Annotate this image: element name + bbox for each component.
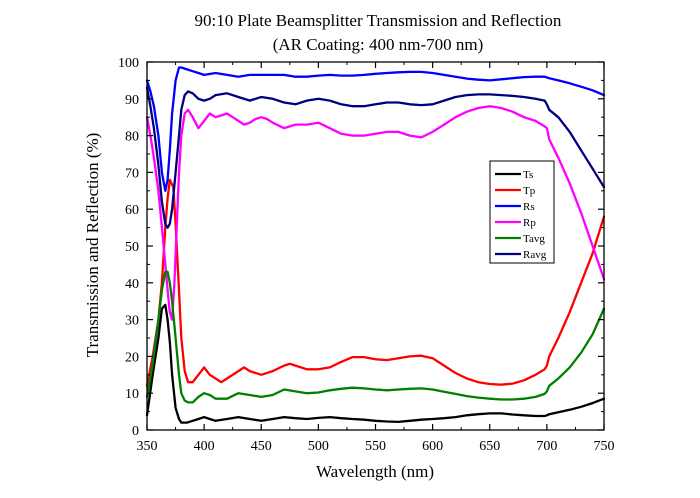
series-line-tp [145,178,606,387]
y-tick-label: 30 [125,314,139,329]
y-tick-label: 10 [125,387,139,402]
y-axis: 0 10 20 30 40 50 60 70 80 90 100 [118,56,604,439]
x-axis-label: Wavelength (nm) [316,462,434,481]
legend: Ts Tp Rs Rp Tavg Ravg [489,160,555,264]
series-line-ravg [145,86,606,229]
x-tick-label: 350 [137,439,158,454]
chart-subtitle: (AR Coating: 400 nm-700 nm) [273,35,484,54]
x-tick-label: 550 [365,439,386,454]
legend-label-tp: Tp [523,185,536,197]
x-tick-label: 750 [594,439,615,454]
y-tick-label: 60 [125,203,139,218]
x-axis: 350 400 450 500 550 600 650 700 750 [137,62,615,454]
legend-label-ts: Ts [523,169,533,181]
x-tick-label: 600 [422,439,443,454]
x-tick-label: 400 [194,439,215,454]
legend-label-ravg: Ravg [523,249,547,261]
y-tick-label: 80 [125,130,139,145]
x-tick-label: 650 [479,439,500,454]
legend-label-rp: Rp [523,217,536,229]
x-tick-label: 450 [251,439,272,454]
y-tick-label: 20 [125,350,139,365]
chart-title: 90:10 Plate Beamsplitter Transmission an… [195,11,562,30]
series-line-ts [145,303,606,424]
y-tick-label: 70 [125,166,139,181]
series-line-rp [145,105,606,321]
y-axis-label: Transmission and Reflection (%) [83,133,102,358]
legend-label-rs: Rs [523,201,535,213]
series-lines [145,66,606,424]
series-line-tavg [145,270,606,404]
y-tick-label: 40 [125,277,139,292]
legend-label-tavg: Tavg [523,233,545,245]
x-tick-label: 500 [308,439,329,454]
y-tick-label: 100 [118,56,139,71]
y-tick-label: 50 [125,240,139,255]
y-tick-label: 0 [132,424,139,439]
plot-area: 350 400 450 500 550 600 650 700 750 0 10 20 30 40 50 6… [118,56,615,454]
legend-box [489,160,555,264]
y-tick-label: 90 [125,93,139,108]
series-line-rs [145,66,606,192]
x-tick-label: 700 [536,439,557,454]
